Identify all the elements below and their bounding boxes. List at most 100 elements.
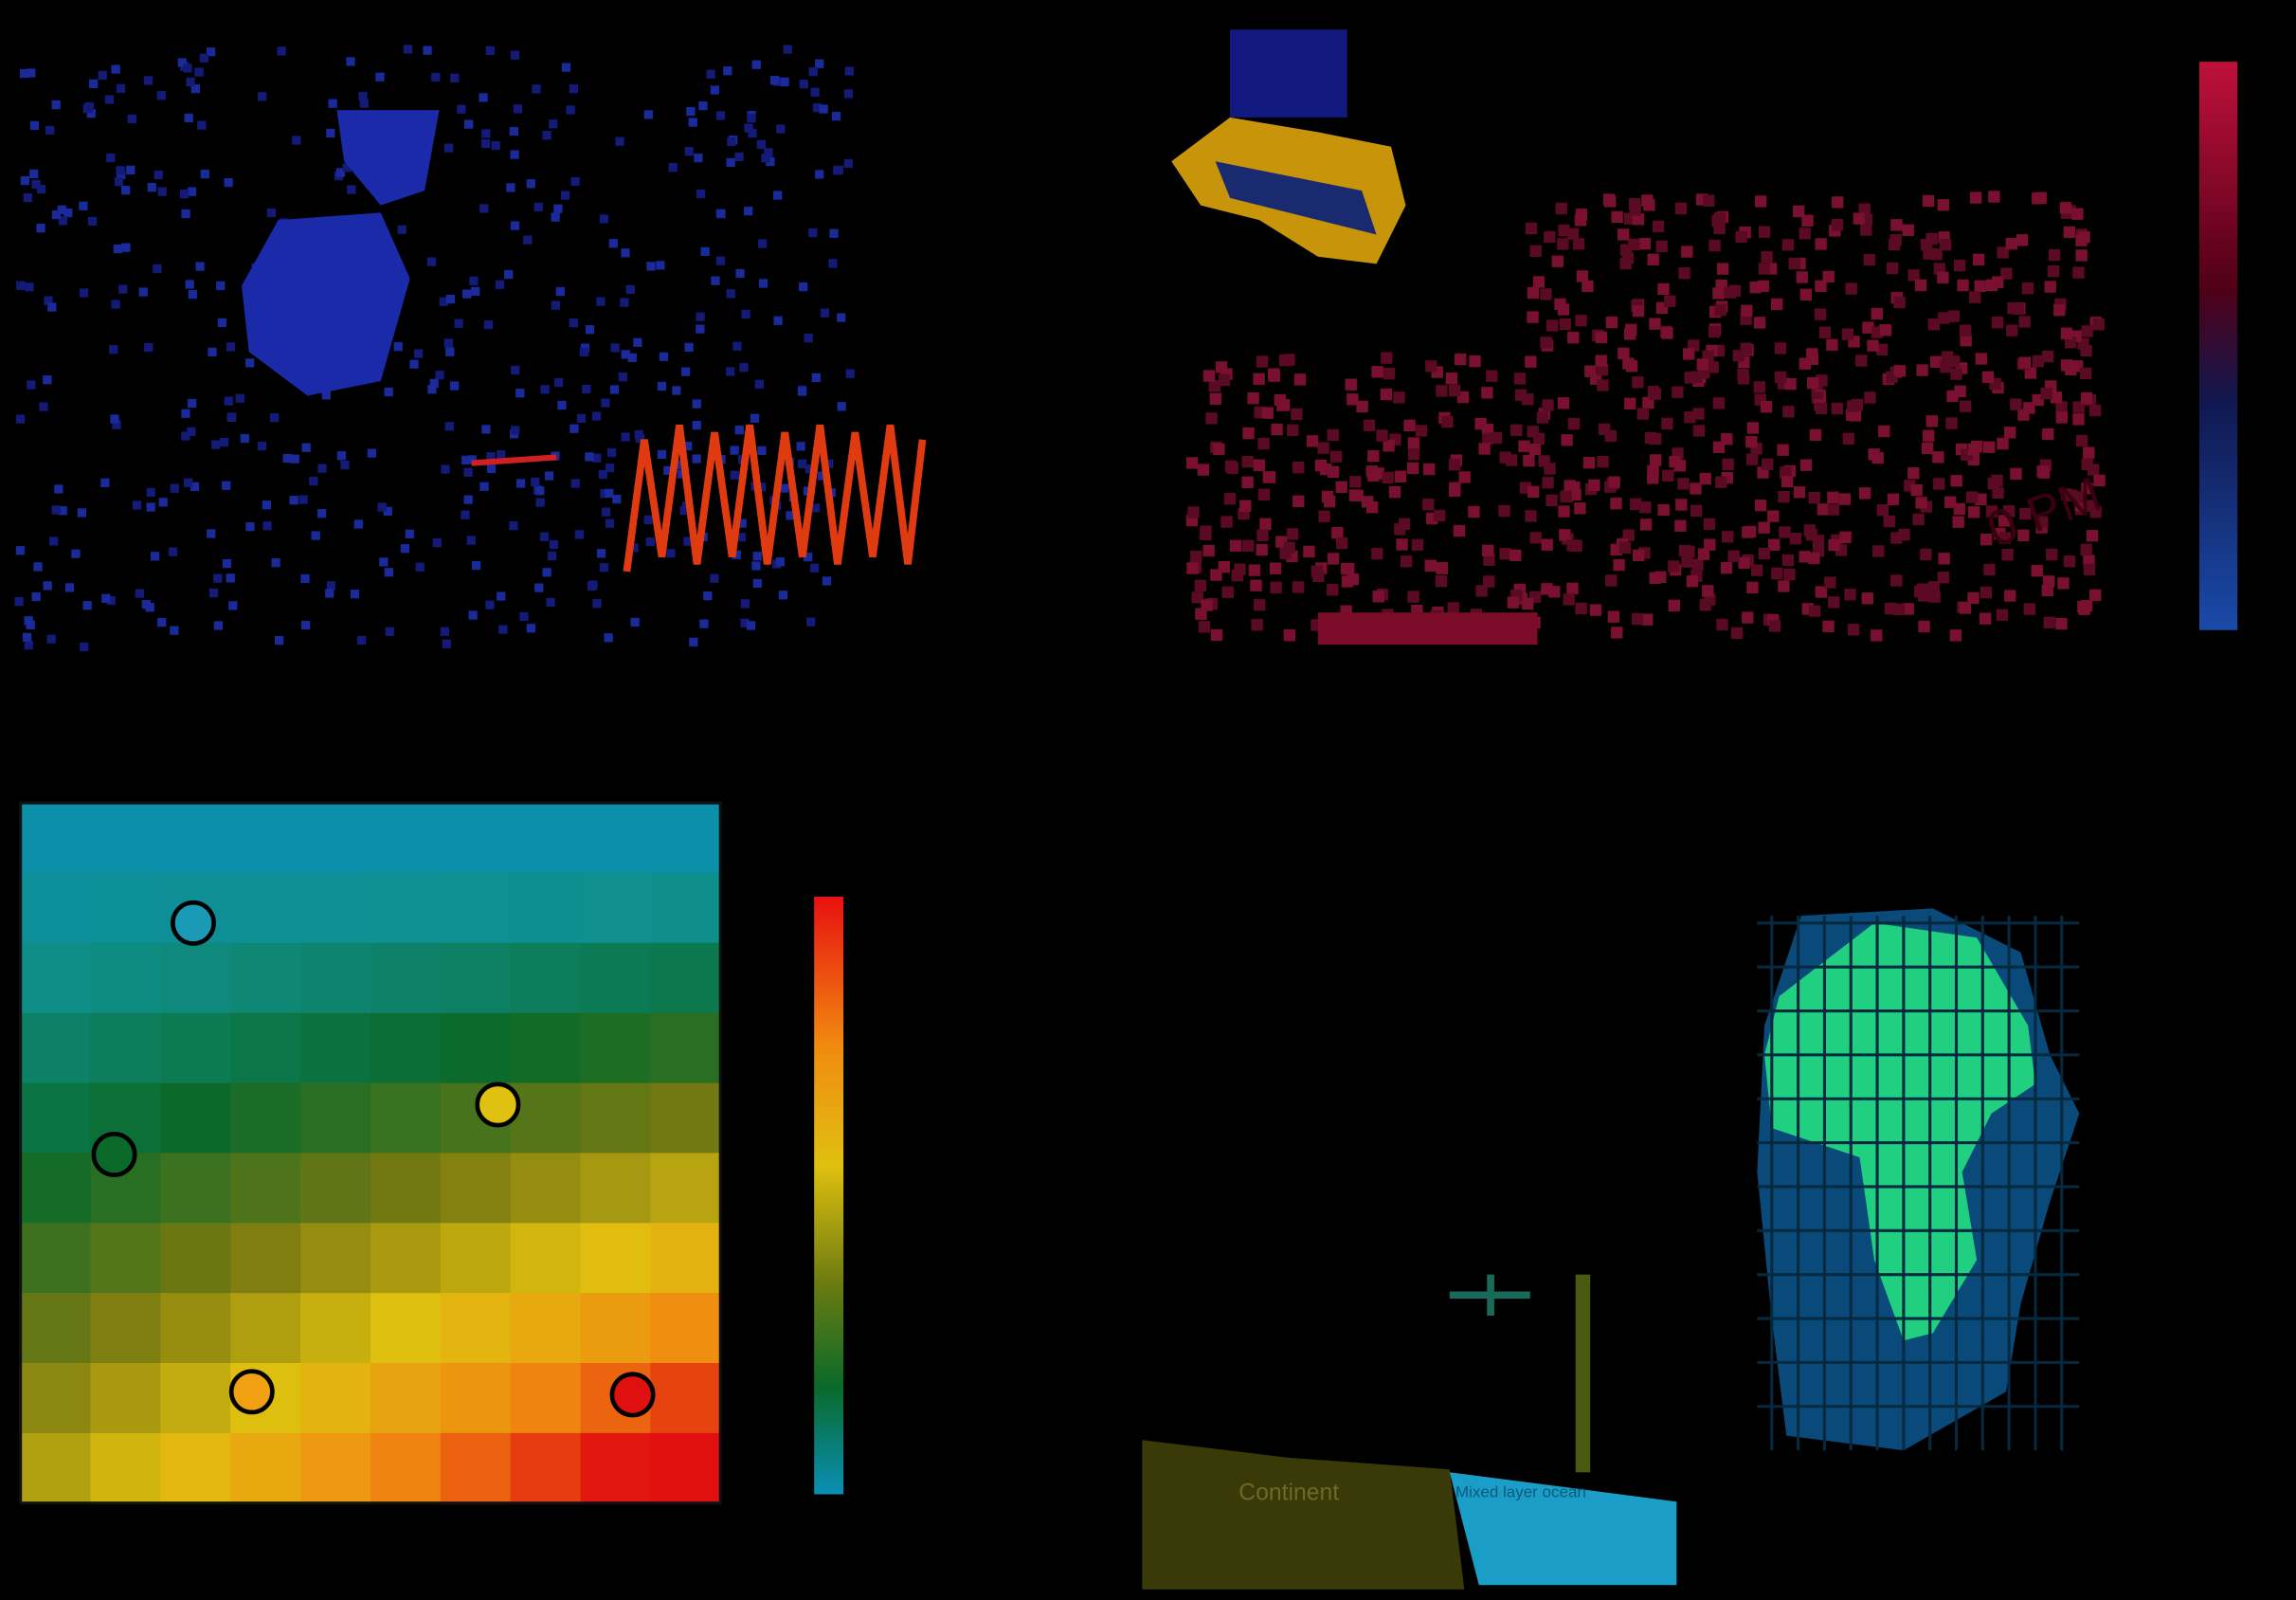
texture-cell [561,63,571,72]
map-cell [1998,515,2011,527]
heat-cell [160,1012,231,1084]
map-cell [1532,276,1546,288]
texture-cell [224,177,233,188]
map-cell [1639,501,1652,514]
texture-cell [200,170,209,179]
texture-cell [15,414,26,424]
map-cell [1566,539,1579,552]
map-cell [1686,575,1699,588]
texture-cell [262,500,272,510]
heat-cell [300,1293,371,1364]
texture-cell [569,318,578,328]
texture-cell [740,618,750,627]
map-cell [1256,529,1269,541]
map-cell [1722,458,1734,471]
heat-cell [510,872,582,944]
texture-cell [481,129,491,138]
map-cell [1247,392,1259,405]
texture-cell [596,549,606,558]
heat-cell [20,803,92,874]
map-cell [1331,526,1344,539]
texture-cell [116,166,125,175]
texture-cell [560,191,570,200]
texture-cell [804,334,813,343]
texture-cell [58,216,68,226]
texture-cell [84,101,94,112]
map-cell [1969,191,1982,204]
map-cell [1997,437,2009,450]
map-cell [1826,338,1838,351]
texture-cell [277,46,286,56]
map-cell [1839,531,1852,544]
map-cell [1937,572,1950,584]
heat-cell [510,1153,582,1225]
map-cell [2043,616,2055,628]
map-cell [1293,495,1305,508]
map-cell [1270,581,1282,593]
map-cell [2092,318,2105,331]
map-cell [1554,298,1566,311]
texture-cell [506,183,515,192]
texture-cell [618,372,627,382]
texture-cell [270,413,280,423]
map-cell [1546,494,1558,507]
map-cell [1780,466,1792,479]
map-cell [1761,250,1773,264]
texture-cell [682,441,693,451]
map-cell [1436,561,1448,574]
texture-cell [289,496,298,505]
map-cell [1945,417,1958,429]
map-cell [1796,271,1808,283]
texture-cell [596,297,606,306]
map-cell [1197,464,1209,476]
map-cell [1996,609,2009,621]
texture-cell [20,68,29,79]
heat-cell [370,872,442,944]
map-cell [2072,401,2085,413]
map-cell [1675,499,1688,511]
texture-cell [535,498,545,507]
map-cell [1699,599,1711,611]
texture-cell [498,625,508,634]
map-cell [1799,551,1811,563]
map-cell [1254,599,1266,611]
heat-cell [160,803,231,874]
texture-cell [734,152,744,162]
map-cell [1187,506,1200,518]
heat-cell [230,1082,301,1155]
texture-cell [14,596,24,607]
map-cell [1960,400,1972,412]
map-cell [2010,467,2022,481]
map-cell [1367,449,1380,463]
map-cell [1597,455,1609,468]
texture-cell [112,420,121,429]
texture-cell [384,568,393,577]
map-cell [1952,516,1964,528]
map-cell [2071,208,2084,220]
map-cell [2023,402,2035,414]
map-cell [1674,202,1688,215]
map-cell [1692,408,1705,420]
texture-cell [377,502,387,512]
texture-cell [183,64,192,73]
heat-cell [580,1293,652,1364]
map-cell [1778,490,1790,503]
texture-cell [409,359,419,369]
texture-cell [440,627,450,636]
map-cell [2012,302,2025,316]
map-cell [1841,328,1854,340]
map-cell [2017,529,2030,541]
texture-cell [523,235,533,245]
heatmap [20,803,722,1504]
heat-cell [440,1012,512,1084]
map-cell [1784,377,1797,391]
map-cell [1527,311,1539,323]
ocean-block [1449,1472,1677,1586]
map-cell [1195,608,1207,620]
texture-cell [710,85,720,95]
map-cell [1394,470,1407,482]
map-cell [1887,493,1900,505]
map-cell [1618,541,1632,554]
texture-cell [106,153,116,163]
map-cell [2088,404,2102,417]
